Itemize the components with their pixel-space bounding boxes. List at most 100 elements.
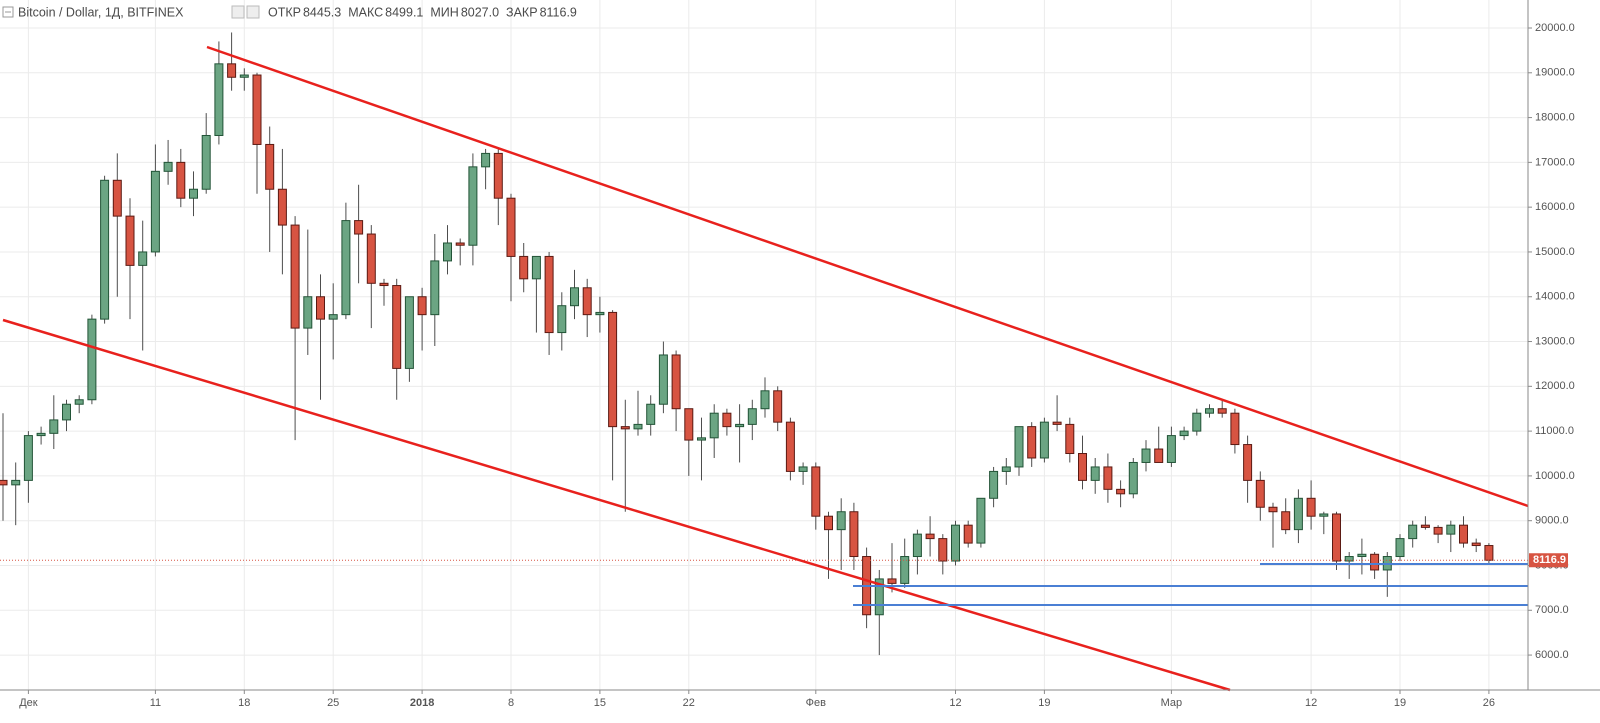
eye-icon[interactable] xyxy=(231,5,245,19)
candle-body xyxy=(430,260,440,316)
last-price-label: 8116.9 xyxy=(1533,554,1566,566)
x-tick-label: Дек xyxy=(19,697,38,709)
candle-body xyxy=(62,403,71,421)
candle-body xyxy=(633,423,643,430)
candle-body xyxy=(316,296,325,320)
candle-body xyxy=(1078,453,1087,481)
candle-body xyxy=(557,305,567,334)
y-tick-label: 12000.0 xyxy=(1535,380,1575,392)
last-price-tag xyxy=(1529,553,1568,568)
candle-body xyxy=(277,188,287,226)
ohlc-value: 8116.9 xyxy=(540,5,577,19)
ohlc-name: МАКС xyxy=(348,5,383,19)
candle-body xyxy=(1141,448,1151,463)
candle-body xyxy=(836,511,846,531)
y-tick-label: 18000.0 xyxy=(1535,111,1575,123)
axes: 6000.07000.08000.09000.010000.011000.012… xyxy=(19,22,1575,709)
candle-body xyxy=(925,533,935,540)
x-tick-label: 8 xyxy=(508,697,514,709)
candle-body xyxy=(150,170,160,253)
trend-line xyxy=(2,318,1231,692)
candle-body xyxy=(1281,511,1291,531)
y-tick-label: 7000.0 xyxy=(1535,604,1569,616)
candle-body xyxy=(354,220,364,235)
candle-body xyxy=(1332,513,1341,562)
y-tick-label: 15000.0 xyxy=(1535,246,1575,258)
settings-icon[interactable] xyxy=(246,5,260,19)
candle-body xyxy=(341,220,351,316)
candles xyxy=(0,32,1528,656)
candle-body xyxy=(417,296,427,316)
candle-body xyxy=(531,255,541,280)
candle-body xyxy=(1268,506,1278,513)
candle-body xyxy=(138,251,148,266)
y-tick-label: 6000.0 xyxy=(1535,649,1569,661)
candle-body xyxy=(1370,553,1380,571)
ohlc-value: 8499.1 xyxy=(385,5,423,19)
candle-body xyxy=(1192,412,1202,432)
candle-body xyxy=(404,296,414,369)
candle-body xyxy=(303,296,313,329)
x-tick-label: 12 xyxy=(1305,697,1317,709)
candle-body xyxy=(201,134,211,190)
y-tick-label: 14000.0 xyxy=(1535,291,1575,303)
ohlc-name: ЗАКР xyxy=(506,5,538,19)
candle-body xyxy=(1179,430,1189,437)
x-tick-label: 19 xyxy=(1394,697,1406,709)
candle-body xyxy=(1230,412,1240,446)
x-tick-label: 15 xyxy=(594,697,606,709)
candle-body xyxy=(443,242,452,262)
y-tick-label: 10000.0 xyxy=(1535,470,1575,482)
candle-body xyxy=(11,479,21,486)
candle-body xyxy=(1243,444,1253,481)
candle-body xyxy=(1154,448,1164,463)
candle-body xyxy=(0,479,8,486)
candle-body xyxy=(620,426,630,430)
candle-body xyxy=(1446,524,1456,535)
candle-body xyxy=(951,524,960,562)
candle-body xyxy=(1319,513,1329,517)
header: Bitcoin / Dollar, 1Д, BITFINEX ОТКР 8445.… xyxy=(2,5,577,19)
candle-body xyxy=(1484,545,1494,561)
candle-body xyxy=(722,412,732,428)
candle-body xyxy=(1001,466,1011,472)
candle-body xyxy=(1357,553,1367,558)
candle-body xyxy=(1128,461,1138,495)
candle-body xyxy=(773,390,783,423)
candle-body xyxy=(849,511,859,558)
y-tick-label: 9000.0 xyxy=(1535,515,1569,527)
ohlc-name: ОТКР xyxy=(268,5,301,19)
y-tick-label: 13000.0 xyxy=(1535,335,1575,347)
candle-body xyxy=(658,354,668,405)
candle-body xyxy=(87,318,97,401)
candle-body xyxy=(709,412,719,439)
candle-body xyxy=(36,432,46,437)
candle-body xyxy=(1217,408,1227,414)
ohlc-name: МИН xyxy=(430,5,458,19)
candle-body xyxy=(989,470,999,499)
ohlc-value: 8445.3 xyxy=(303,5,341,19)
candle-body xyxy=(468,166,478,246)
candle-body xyxy=(912,533,922,558)
candle-body xyxy=(392,285,402,369)
x-tick-label: 26 xyxy=(1483,697,1495,709)
candle-body xyxy=(1052,421,1062,425)
grid xyxy=(0,0,1528,690)
candle-body xyxy=(328,314,338,320)
candle-body xyxy=(1014,426,1024,468)
candle-body xyxy=(519,255,529,280)
candle-body xyxy=(697,437,706,441)
x-tick-label: 18 xyxy=(238,697,250,709)
candle-body xyxy=(874,578,884,616)
candle-body xyxy=(176,161,186,199)
x-tick-label: 12 xyxy=(949,697,961,709)
candle-body xyxy=(1408,524,1418,540)
candle-body xyxy=(1116,488,1126,495)
collapse-icon[interactable] xyxy=(2,6,14,18)
candle-body xyxy=(646,403,656,425)
candle-body xyxy=(366,233,376,284)
candle-body xyxy=(582,287,592,316)
candle-body xyxy=(544,255,554,334)
candle-body xyxy=(735,423,745,428)
candle-body xyxy=(1293,497,1303,531)
